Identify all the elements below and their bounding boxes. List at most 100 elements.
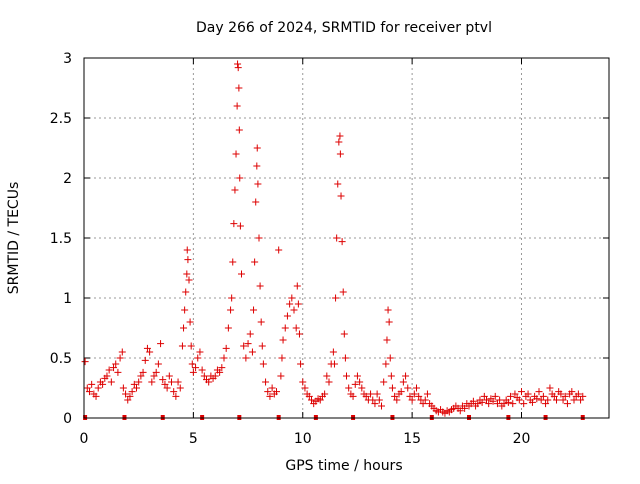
x-axis-label: GPS time / hours: [285, 458, 402, 474]
data-point: [563, 400, 571, 408]
data-point: [550, 392, 558, 400]
data-point: [205, 378, 213, 386]
data-point: [299, 378, 307, 386]
data-point: [404, 384, 412, 392]
data-point: [515, 396, 523, 404]
data-point: [375, 396, 383, 404]
data-point: [336, 150, 344, 158]
data-points: [81, 60, 587, 417]
data-point: [325, 378, 333, 386]
data-point: [184, 256, 192, 264]
data-point: [351, 380, 359, 388]
data-point: [176, 384, 184, 392]
data-point: [163, 384, 171, 392]
data-point: [496, 396, 504, 404]
data-point: [183, 270, 191, 278]
data-point: [154, 360, 162, 368]
data-point: [189, 368, 197, 376]
data-point: [238, 270, 245, 278]
data-point: [553, 396, 560, 404]
data-point: [168, 378, 175, 386]
data-point: [133, 384, 140, 392]
data-point: [251, 258, 259, 266]
data-point: [456, 407, 464, 415]
data-point: [242, 354, 250, 362]
data-point: [211, 372, 219, 380]
data-point: [141, 356, 149, 364]
data-point: [262, 378, 270, 386]
data-point: [393, 396, 401, 404]
data-point: [489, 397, 497, 405]
data-point: [281, 324, 289, 332]
data-point: [85, 388, 93, 396]
data-point: [568, 388, 576, 396]
data-point: [174, 378, 182, 386]
data-point: [222, 344, 230, 352]
y-axis-label: SRMTID / TECUs: [6, 182, 22, 295]
data-point: [294, 300, 302, 308]
data-point: [152, 368, 160, 376]
data-point: [340, 330, 348, 338]
data-point: [406, 392, 414, 400]
data-point: [232, 150, 240, 158]
data-point: [220, 354, 228, 362]
data-point: [383, 336, 391, 344]
data-point: [546, 384, 554, 392]
data-point: [339, 288, 347, 296]
data-point: [332, 294, 340, 302]
data-point: [185, 276, 193, 284]
data-point: [92, 392, 100, 400]
data-point: [535, 388, 543, 396]
y-tick-label: 0: [63, 411, 72, 427]
data-point: [112, 360, 120, 368]
data-point: [183, 246, 191, 254]
data-point: [362, 392, 370, 400]
data-point: [188, 360, 196, 368]
data-point: [170, 388, 178, 396]
data-point: [408, 396, 416, 404]
data-point: [244, 340, 252, 348]
data-point: [386, 354, 394, 362]
x-tick-label: 15: [403, 431, 421, 447]
data-point: [493, 400, 501, 408]
data-point: [172, 392, 180, 400]
data-point: [275, 246, 283, 254]
data-point: [378, 402, 385, 410]
data-point: [264, 388, 272, 396]
data-point: [181, 306, 189, 314]
data-point: [230, 220, 238, 228]
data-point: [231, 186, 239, 194]
data-point: [518, 388, 525, 396]
data-point: [196, 348, 204, 356]
data-point: [483, 396, 490, 404]
data-point: [337, 192, 345, 200]
data-point: [387, 372, 395, 380]
data-point: [356, 378, 364, 386]
data-point: [124, 396, 132, 404]
data-point: [252, 198, 260, 206]
data-point: [293, 282, 301, 290]
data-point: [139, 368, 147, 376]
data-point: [397, 388, 405, 396]
data-point: [574, 390, 582, 398]
data-point: [500, 400, 508, 408]
data-point: [266, 392, 274, 400]
data-point: [461, 404, 469, 412]
data-point: [250, 306, 258, 314]
data-point: [114, 368, 122, 376]
data-point: [192, 364, 200, 372]
data-point: [122, 390, 130, 398]
data-point: [216, 368, 224, 376]
data-point: [577, 396, 585, 404]
data-point: [316, 396, 324, 404]
data-point: [336, 132, 344, 140]
data-point: [292, 324, 300, 332]
data-point: [194, 354, 202, 362]
y-tick-label: 2.5: [50, 111, 72, 127]
data-point: [419, 400, 427, 408]
data-point: [305, 392, 313, 400]
data-point: [561, 392, 569, 400]
data-point: [415, 392, 423, 400]
data-point: [180, 324, 188, 332]
